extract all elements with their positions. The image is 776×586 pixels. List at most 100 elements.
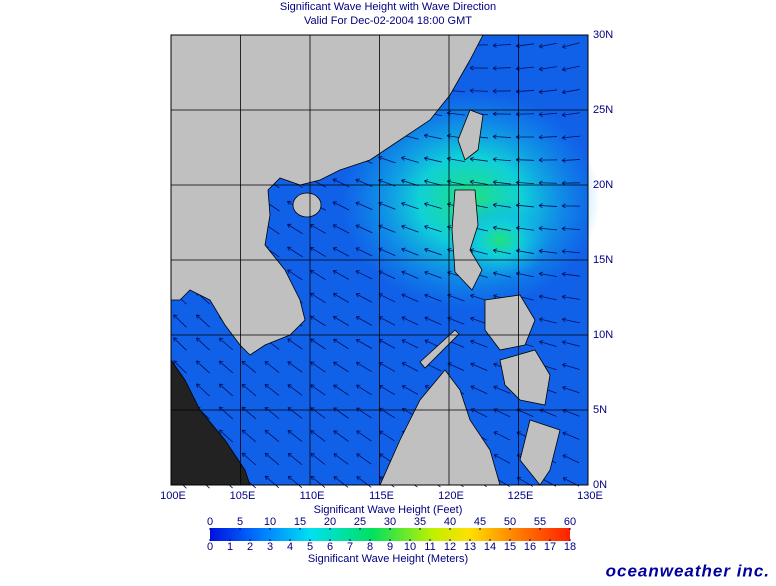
wave-arrow: [561, 226, 581, 232]
wave-arrow: [561, 65, 580, 72]
wave-arrow: [492, 202, 511, 208]
colorbar-label: 11: [424, 541, 435, 553]
colorbar-label: 1: [227, 541, 233, 553]
wave-arrow: [356, 430, 372, 442]
subtitle: Valid For Dec-02-2004 18:00 GMT: [304, 15, 472, 27]
lat-label: 5N: [593, 404, 607, 416]
colorbar-label: 45: [474, 516, 486, 528]
colorbar-label: 20: [324, 516, 336, 528]
wave-arrow: [424, 316, 442, 325]
colorbar-label: 50: [504, 516, 516, 528]
wave-arrow: [562, 431, 580, 440]
wave-arrow: [424, 202, 442, 209]
wave-arrow: [333, 361, 349, 373]
wave-arrow: [401, 362, 419, 372]
wave-arrow: [492, 248, 511, 255]
lon-label: 110E: [300, 490, 325, 502]
colorbar-label: 10: [404, 541, 416, 553]
wave-arrow: [492, 271, 511, 278]
wave-arrow: [401, 224, 419, 233]
wave-arrow: [287, 223, 303, 235]
colorbar: [210, 528, 570, 541]
wave-arrow: [264, 361, 280, 373]
colorbar-label: 8: [367, 541, 373, 553]
colorbar-label: 9: [387, 541, 393, 553]
wave-arrow: [332, 178, 350, 188]
wave-arrow: [493, 385, 511, 394]
wave-arrow: [538, 203, 558, 209]
lat-label: 15N: [593, 254, 613, 266]
wave-arrow: [561, 249, 580, 254]
colorbar-label: 40: [444, 516, 456, 528]
wave-arrow: [424, 270, 442, 279]
lon-label: 115E: [369, 490, 394, 502]
wave-arrow: [401, 385, 419, 395]
colorbar-label: 7: [347, 541, 353, 553]
wave-arrow: [355, 339, 372, 349]
wave-arrow: [195, 314, 210, 328]
wave-arrow: [173, 360, 187, 374]
wave-arrow: [287, 361, 303, 373]
colorbar-label: 0: [207, 516, 213, 528]
wave-arrow: [264, 452, 280, 466]
lon-label: 105E: [230, 490, 256, 502]
lat-label: 20N: [593, 179, 613, 191]
wave-arrow: [401, 201, 419, 210]
wave-arrow: [538, 248, 557, 254]
wave-arrow: [287, 452, 303, 465]
colorbar-label: 6: [327, 541, 333, 553]
wave-arrow: [310, 384, 326, 396]
wave-arrow: [287, 269, 303, 281]
legend-meters-title: Significant Wave Height (Meters): [308, 553, 468, 565]
colorbar-label: 13: [464, 541, 476, 553]
wave-arrow: [424, 247, 442, 256]
wave-arrow: [355, 201, 373, 210]
legend-feet-title: Significant Wave Height (Feet): [314, 504, 463, 516]
wave-arrow: [355, 224, 373, 234]
wave-arrow: [562, 42, 580, 49]
wave-arrow: [561, 157, 581, 163]
wave-arrow: [241, 360, 257, 374]
wave-arrow: [423, 156, 442, 163]
wave-arrow: [332, 270, 350, 280]
wave-arrow: [423, 133, 442, 140]
wave-arrow: [332, 247, 350, 257]
wave-arrow: [492, 65, 512, 71]
wave-arrow: [333, 430, 349, 442]
wave-arrow: [539, 340, 557, 347]
wave-arrow: [333, 384, 349, 396]
wave-arrow: [469, 65, 489, 71]
wave-arrow: [538, 112, 558, 117]
lat-label: 0N: [593, 479, 607, 491]
wave-arrow: [241, 452, 257, 466]
wave-arrow: [287, 407, 303, 419]
wave-arrow: [561, 271, 580, 277]
lat-label: 10N: [593, 329, 613, 341]
wave-arrow: [195, 337, 210, 351]
wave-arrow: [333, 453, 349, 465]
wave-arrow: [333, 338, 349, 350]
lat-label: 30N: [593, 29, 613, 41]
wave-arrow: [241, 429, 257, 443]
wave-arrow: [492, 111, 512, 117]
colorbar-label: 12: [444, 541, 456, 553]
wave-arrow: [264, 475, 280, 489]
wave-arrow: [332, 315, 349, 326]
wave-arrow: [470, 385, 488, 395]
wave-arrow: [218, 429, 233, 443]
wave-arrow: [562, 363, 580, 370]
wave-arrow: [218, 383, 234, 397]
wave-arrow: [310, 338, 326, 350]
wave-arrow: [538, 226, 557, 231]
wave-arrow: [287, 338, 303, 350]
wave-arrow: [561, 112, 580, 118]
wave-arrow: [309, 269, 326, 281]
wave-arrow: [538, 89, 557, 95]
colorbar-label: 35: [414, 516, 426, 528]
wave-arrow: [538, 317, 557, 324]
wave-arrow: [173, 314, 187, 328]
colorbar-label: 4: [287, 541, 293, 553]
wave-arrow: [401, 156, 419, 163]
